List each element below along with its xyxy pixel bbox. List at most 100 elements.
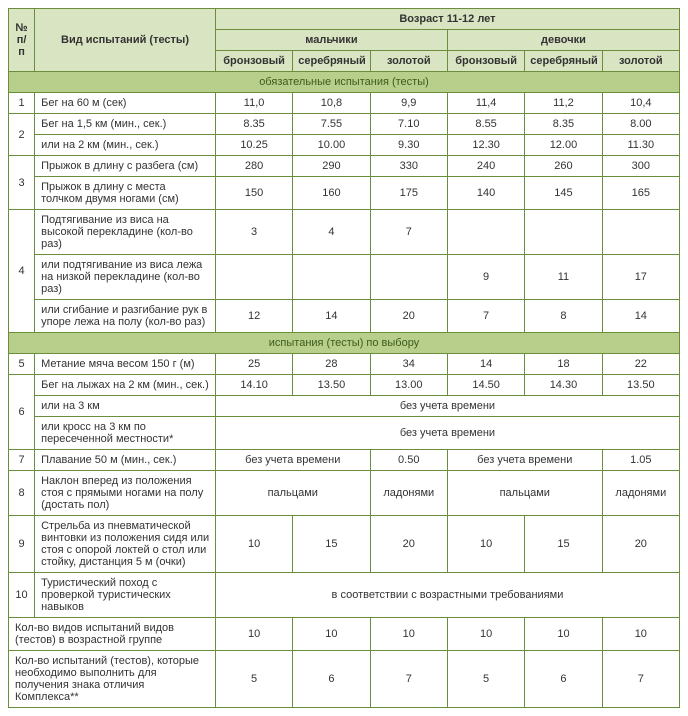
cell: 4 bbox=[293, 210, 370, 255]
test-name: Стрельба из пневматической винтовки из п… bbox=[35, 516, 216, 573]
table-row: 7Плавание 50 м (мин., сек.)без учета вре… bbox=[9, 450, 680, 471]
cell: 13.50 bbox=[293, 375, 370, 396]
cell bbox=[602, 210, 679, 255]
cell: без учета времени bbox=[447, 450, 602, 471]
table-row: или на 2 км (мин., сек.)10.2510.009.3012… bbox=[9, 135, 680, 156]
header-num: № п/п bbox=[9, 9, 35, 72]
cell: пальцами bbox=[447, 471, 602, 516]
cell: 18 bbox=[525, 354, 602, 375]
table-row: 9Стрельба из пневматической винтовки из … bbox=[9, 516, 680, 573]
cell: 14 bbox=[602, 300, 679, 333]
cell: 7.55 bbox=[293, 114, 370, 135]
header-age-group: Возраст 11-12 лет bbox=[215, 9, 679, 30]
cell: 11 bbox=[525, 255, 602, 300]
test-name: Туристический поход с проверкой туристич… bbox=[35, 573, 216, 618]
cell: 34 bbox=[370, 354, 447, 375]
cell: 11,4 bbox=[447, 93, 524, 114]
section-row: испытания (тесты) по выбору bbox=[9, 333, 680, 354]
cell: 6 bbox=[293, 651, 370, 708]
cell: 9.30 bbox=[370, 135, 447, 156]
cell: 11.30 bbox=[602, 135, 679, 156]
test-name: Бег на лыжах на 2 км (мин., сек.) bbox=[35, 375, 216, 396]
footer-row: Кол-во испытаний (тестов), которые необх… bbox=[9, 651, 680, 708]
cell bbox=[215, 255, 292, 300]
cell: 10 bbox=[370, 618, 447, 651]
test-name: Метание мяча весом 150 г (м) bbox=[35, 354, 216, 375]
cell: 12.30 bbox=[447, 135, 524, 156]
cell: 15 bbox=[293, 516, 370, 573]
cell: 7.10 bbox=[370, 114, 447, 135]
table-row: 10Туристический поход с проверкой турист… bbox=[9, 573, 680, 618]
cell: 260 bbox=[525, 156, 602, 177]
cell: 10 bbox=[602, 618, 679, 651]
cell: 8 bbox=[525, 300, 602, 333]
table-row: 4Подтягивание из виса на высокой перекла… bbox=[9, 210, 680, 255]
test-name: или сгибание и разгибание рук в упоре ле… bbox=[35, 300, 216, 333]
cell: ладонями bbox=[602, 471, 679, 516]
section-row: обязательные испытания (тесты) bbox=[9, 72, 680, 93]
cell: 8.55 bbox=[447, 114, 524, 135]
row-num: 6 bbox=[9, 375, 35, 450]
section-label: испытания (тесты) по выбору bbox=[9, 333, 680, 354]
cell: пальцами bbox=[215, 471, 370, 516]
cell: 8.35 bbox=[215, 114, 292, 135]
cell bbox=[293, 255, 370, 300]
cell: 10,4 bbox=[602, 93, 679, 114]
cell: 3 bbox=[215, 210, 292, 255]
row-num: 1 bbox=[9, 93, 35, 114]
header-boys-gold: золотой bbox=[370, 51, 447, 72]
cell: 145 bbox=[525, 177, 602, 210]
footer-name: Кол-во испытаний (тестов), которые необх… bbox=[9, 651, 216, 708]
cell: 8.35 bbox=[525, 114, 602, 135]
cell: 6 bbox=[525, 651, 602, 708]
cell: 240 bbox=[447, 156, 524, 177]
cell bbox=[447, 210, 524, 255]
header-boys-silver: серебряный bbox=[293, 51, 370, 72]
cell: 160 bbox=[293, 177, 370, 210]
header-girls: девочки bbox=[447, 30, 679, 51]
cell: 165 bbox=[602, 177, 679, 210]
header-girls-silver: серебряный bbox=[525, 51, 602, 72]
row-num: 10 bbox=[9, 573, 35, 618]
cell: 280 bbox=[215, 156, 292, 177]
cell: 11,0 bbox=[215, 93, 292, 114]
section-label: обязательные испытания (тесты) bbox=[9, 72, 680, 93]
footer-row: Кол-во видов испытаний видов (тестов) в … bbox=[9, 618, 680, 651]
cell: 10 bbox=[215, 516, 292, 573]
cell: 5 bbox=[215, 651, 292, 708]
cell: 10 bbox=[447, 618, 524, 651]
test-name: или подтягивание из виса лежа на низкой … bbox=[35, 255, 216, 300]
cell: 14 bbox=[447, 354, 524, 375]
cell: без учета времени bbox=[215, 417, 679, 450]
footer-name: Кол-во видов испытаний видов (тестов) в … bbox=[9, 618, 216, 651]
table-row: или сгибание и разгибание рук в упоре ле… bbox=[9, 300, 680, 333]
cell: 14.10 bbox=[215, 375, 292, 396]
cell: 150 bbox=[215, 177, 292, 210]
cell: 14.50 bbox=[447, 375, 524, 396]
row-num: 2 bbox=[9, 114, 35, 156]
cell: 15 bbox=[525, 516, 602, 573]
cell: 20 bbox=[602, 516, 679, 573]
header-girls-bronze: бронзовый bbox=[447, 51, 524, 72]
cell: 20 bbox=[370, 516, 447, 573]
standards-table: № п/п Вид испытаний (тесты) Возраст 11-1… bbox=[8, 8, 680, 708]
row-num: 7 bbox=[9, 450, 35, 471]
table-row: 6Бег на лыжах на 2 км (мин., сек.)14.101… bbox=[9, 375, 680, 396]
cell: без учета времени bbox=[215, 396, 679, 417]
table-row: 1Бег на 60 м (сек)11,010,89,911,411,210,… bbox=[9, 93, 680, 114]
table-row: или кросс на 3 км по пересеченной местно… bbox=[9, 417, 680, 450]
cell: 12 bbox=[215, 300, 292, 333]
cell: 9,9 bbox=[370, 93, 447, 114]
cell: 10 bbox=[293, 618, 370, 651]
test-name: или на 3 км bbox=[35, 396, 216, 417]
test-name: Прыжок в длину с разбега (см) bbox=[35, 156, 216, 177]
cell: 12.00 bbox=[525, 135, 602, 156]
row-num: 5 bbox=[9, 354, 35, 375]
cell: 14.30 bbox=[525, 375, 602, 396]
cell: 0.50 bbox=[370, 450, 447, 471]
row-num: 4 bbox=[9, 210, 35, 333]
table-row: Прыжок в длину с места толчком двумя ног… bbox=[9, 177, 680, 210]
table-row: 2Бег на 1,5 км (мин., сек.)8.357.557.108… bbox=[9, 114, 680, 135]
cell: 300 bbox=[602, 156, 679, 177]
table-row: 3Прыжок в длину с разбега (см)2802903302… bbox=[9, 156, 680, 177]
